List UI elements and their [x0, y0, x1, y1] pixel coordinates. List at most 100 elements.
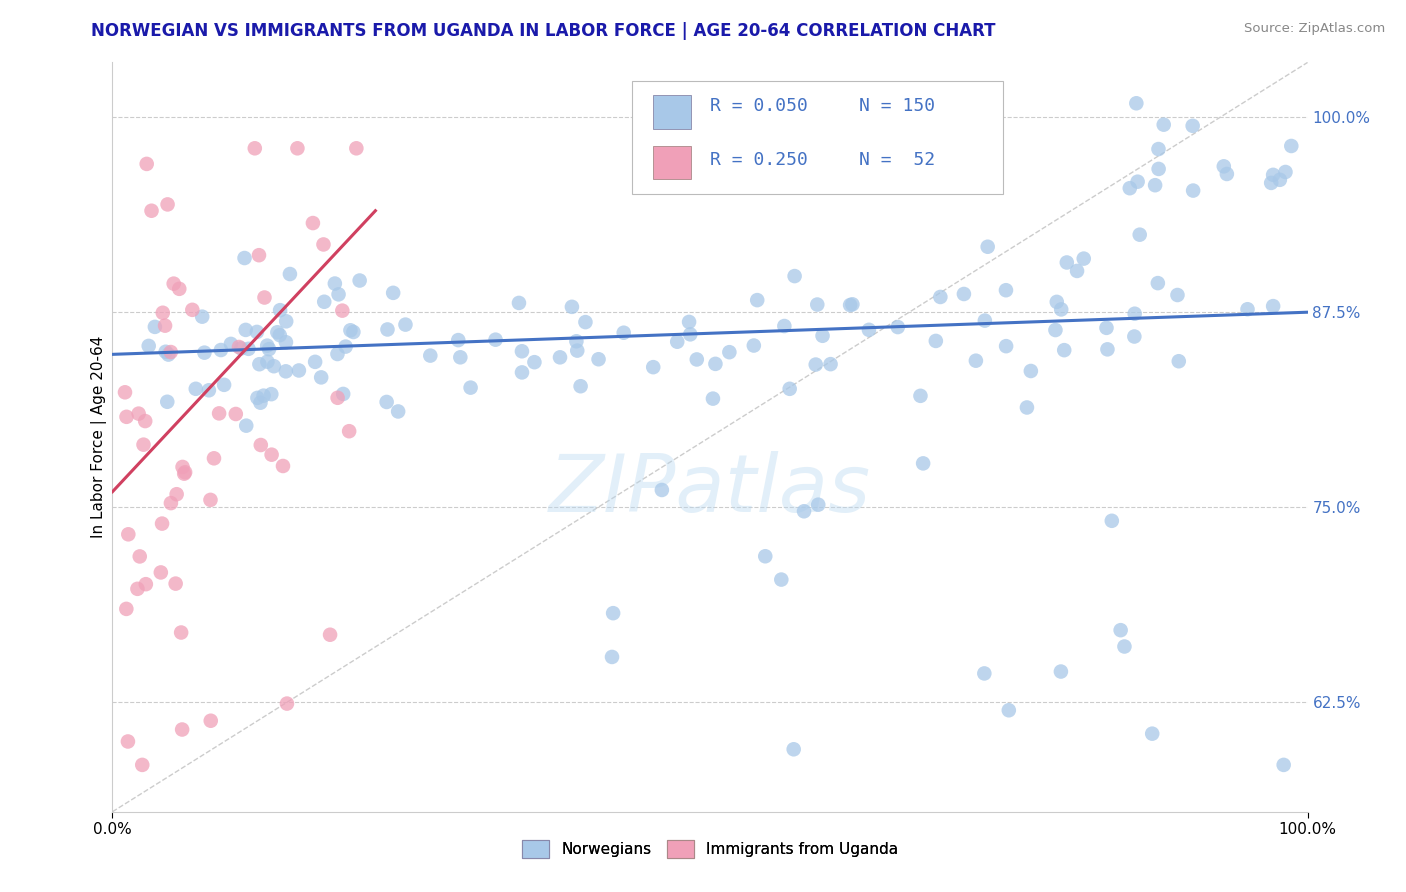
Point — [304, 355, 326, 369]
Point — [998, 703, 1021, 717]
Point — [249, 438, 271, 452]
Point — [387, 404, 409, 418]
Point — [953, 287, 976, 301]
Point — [613, 326, 636, 340]
Point — [1095, 321, 1118, 335]
Point — [115, 602, 138, 616]
Point — [460, 381, 482, 395]
Point — [807, 498, 830, 512]
Point — [159, 345, 181, 359]
Point — [1279, 139, 1302, 153]
Point — [276, 314, 298, 328]
Point — [510, 344, 533, 359]
Point — [1123, 329, 1146, 343]
Point — [326, 391, 349, 405]
Point — [231, 342, 253, 356]
Point — [1045, 323, 1067, 337]
Point — [995, 339, 1018, 353]
Point — [887, 320, 910, 334]
Point — [138, 339, 160, 353]
Point — [1015, 401, 1038, 415]
Point — [339, 323, 361, 337]
Point — [135, 157, 157, 171]
Point — [172, 459, 194, 474]
Point — [344, 141, 367, 155]
Point — [600, 649, 623, 664]
Point — [276, 697, 298, 711]
Point — [565, 334, 588, 349]
Point — [247, 248, 270, 262]
Point — [260, 387, 283, 401]
Point — [1073, 252, 1095, 266]
Point — [508, 296, 530, 310]
Point — [602, 606, 624, 620]
Point — [1260, 176, 1282, 190]
Point — [1166, 288, 1188, 302]
Point — [212, 377, 235, 392]
Point — [127, 582, 149, 596]
Point — [257, 342, 280, 356]
Point — [141, 203, 163, 218]
Point — [314, 294, 336, 309]
Point — [117, 527, 139, 541]
Point — [330, 303, 353, 318]
Point — [153, 318, 176, 333]
Point — [1126, 175, 1149, 189]
Point — [912, 456, 935, 470]
Point — [718, 345, 741, 359]
Point — [1056, 255, 1078, 269]
Point — [643, 360, 665, 375]
Point — [143, 319, 166, 334]
Point — [1153, 118, 1175, 132]
Point — [114, 385, 136, 400]
Point — [309, 370, 332, 384]
Point — [929, 290, 952, 304]
Point — [312, 237, 335, 252]
Point — [1144, 178, 1167, 193]
Point — [173, 467, 195, 481]
Point — [1114, 640, 1136, 654]
Point — [377, 322, 399, 336]
Point — [256, 354, 278, 368]
Point — [274, 364, 297, 378]
Point — [651, 483, 673, 497]
Point — [1181, 119, 1204, 133]
Point — [165, 576, 187, 591]
Text: NORWEGIAN VS IMMIGRANTS FROM UGANDA IN LABOR FORCE | AGE 20-64 CORRELATION CHART: NORWEGIAN VS IMMIGRANTS FROM UGANDA IN L… — [91, 22, 995, 40]
Y-axis label: In Labor Force | Age 20-64: In Labor Force | Age 20-64 — [91, 336, 107, 538]
Point — [249, 395, 271, 409]
Point — [115, 409, 138, 424]
Point — [841, 297, 863, 311]
Point — [319, 628, 342, 642]
Point — [323, 277, 346, 291]
Bar — [652, 145, 690, 179]
Point — [1053, 343, 1076, 358]
Point — [342, 325, 364, 339]
Point — [1050, 302, 1073, 317]
Point — [156, 394, 179, 409]
Point — [191, 310, 214, 324]
Point — [382, 285, 405, 300]
Point — [228, 340, 250, 354]
Point — [1097, 343, 1119, 357]
Point — [246, 391, 269, 405]
Point — [219, 337, 242, 351]
Point — [253, 291, 276, 305]
Point — [1046, 294, 1069, 309]
Point — [278, 267, 301, 281]
Point — [163, 277, 186, 291]
Point — [1272, 758, 1295, 772]
Point — [1274, 165, 1296, 179]
Text: N =  52: N = 52 — [859, 152, 935, 169]
Point — [858, 323, 880, 337]
Point — [666, 334, 689, 349]
Point — [233, 251, 256, 265]
Point — [484, 333, 506, 347]
Point — [1263, 299, 1285, 313]
Point — [686, 352, 709, 367]
Point — [335, 340, 357, 354]
Point — [1268, 173, 1291, 187]
Point — [839, 298, 862, 312]
Point — [965, 353, 987, 368]
Point — [678, 315, 700, 329]
